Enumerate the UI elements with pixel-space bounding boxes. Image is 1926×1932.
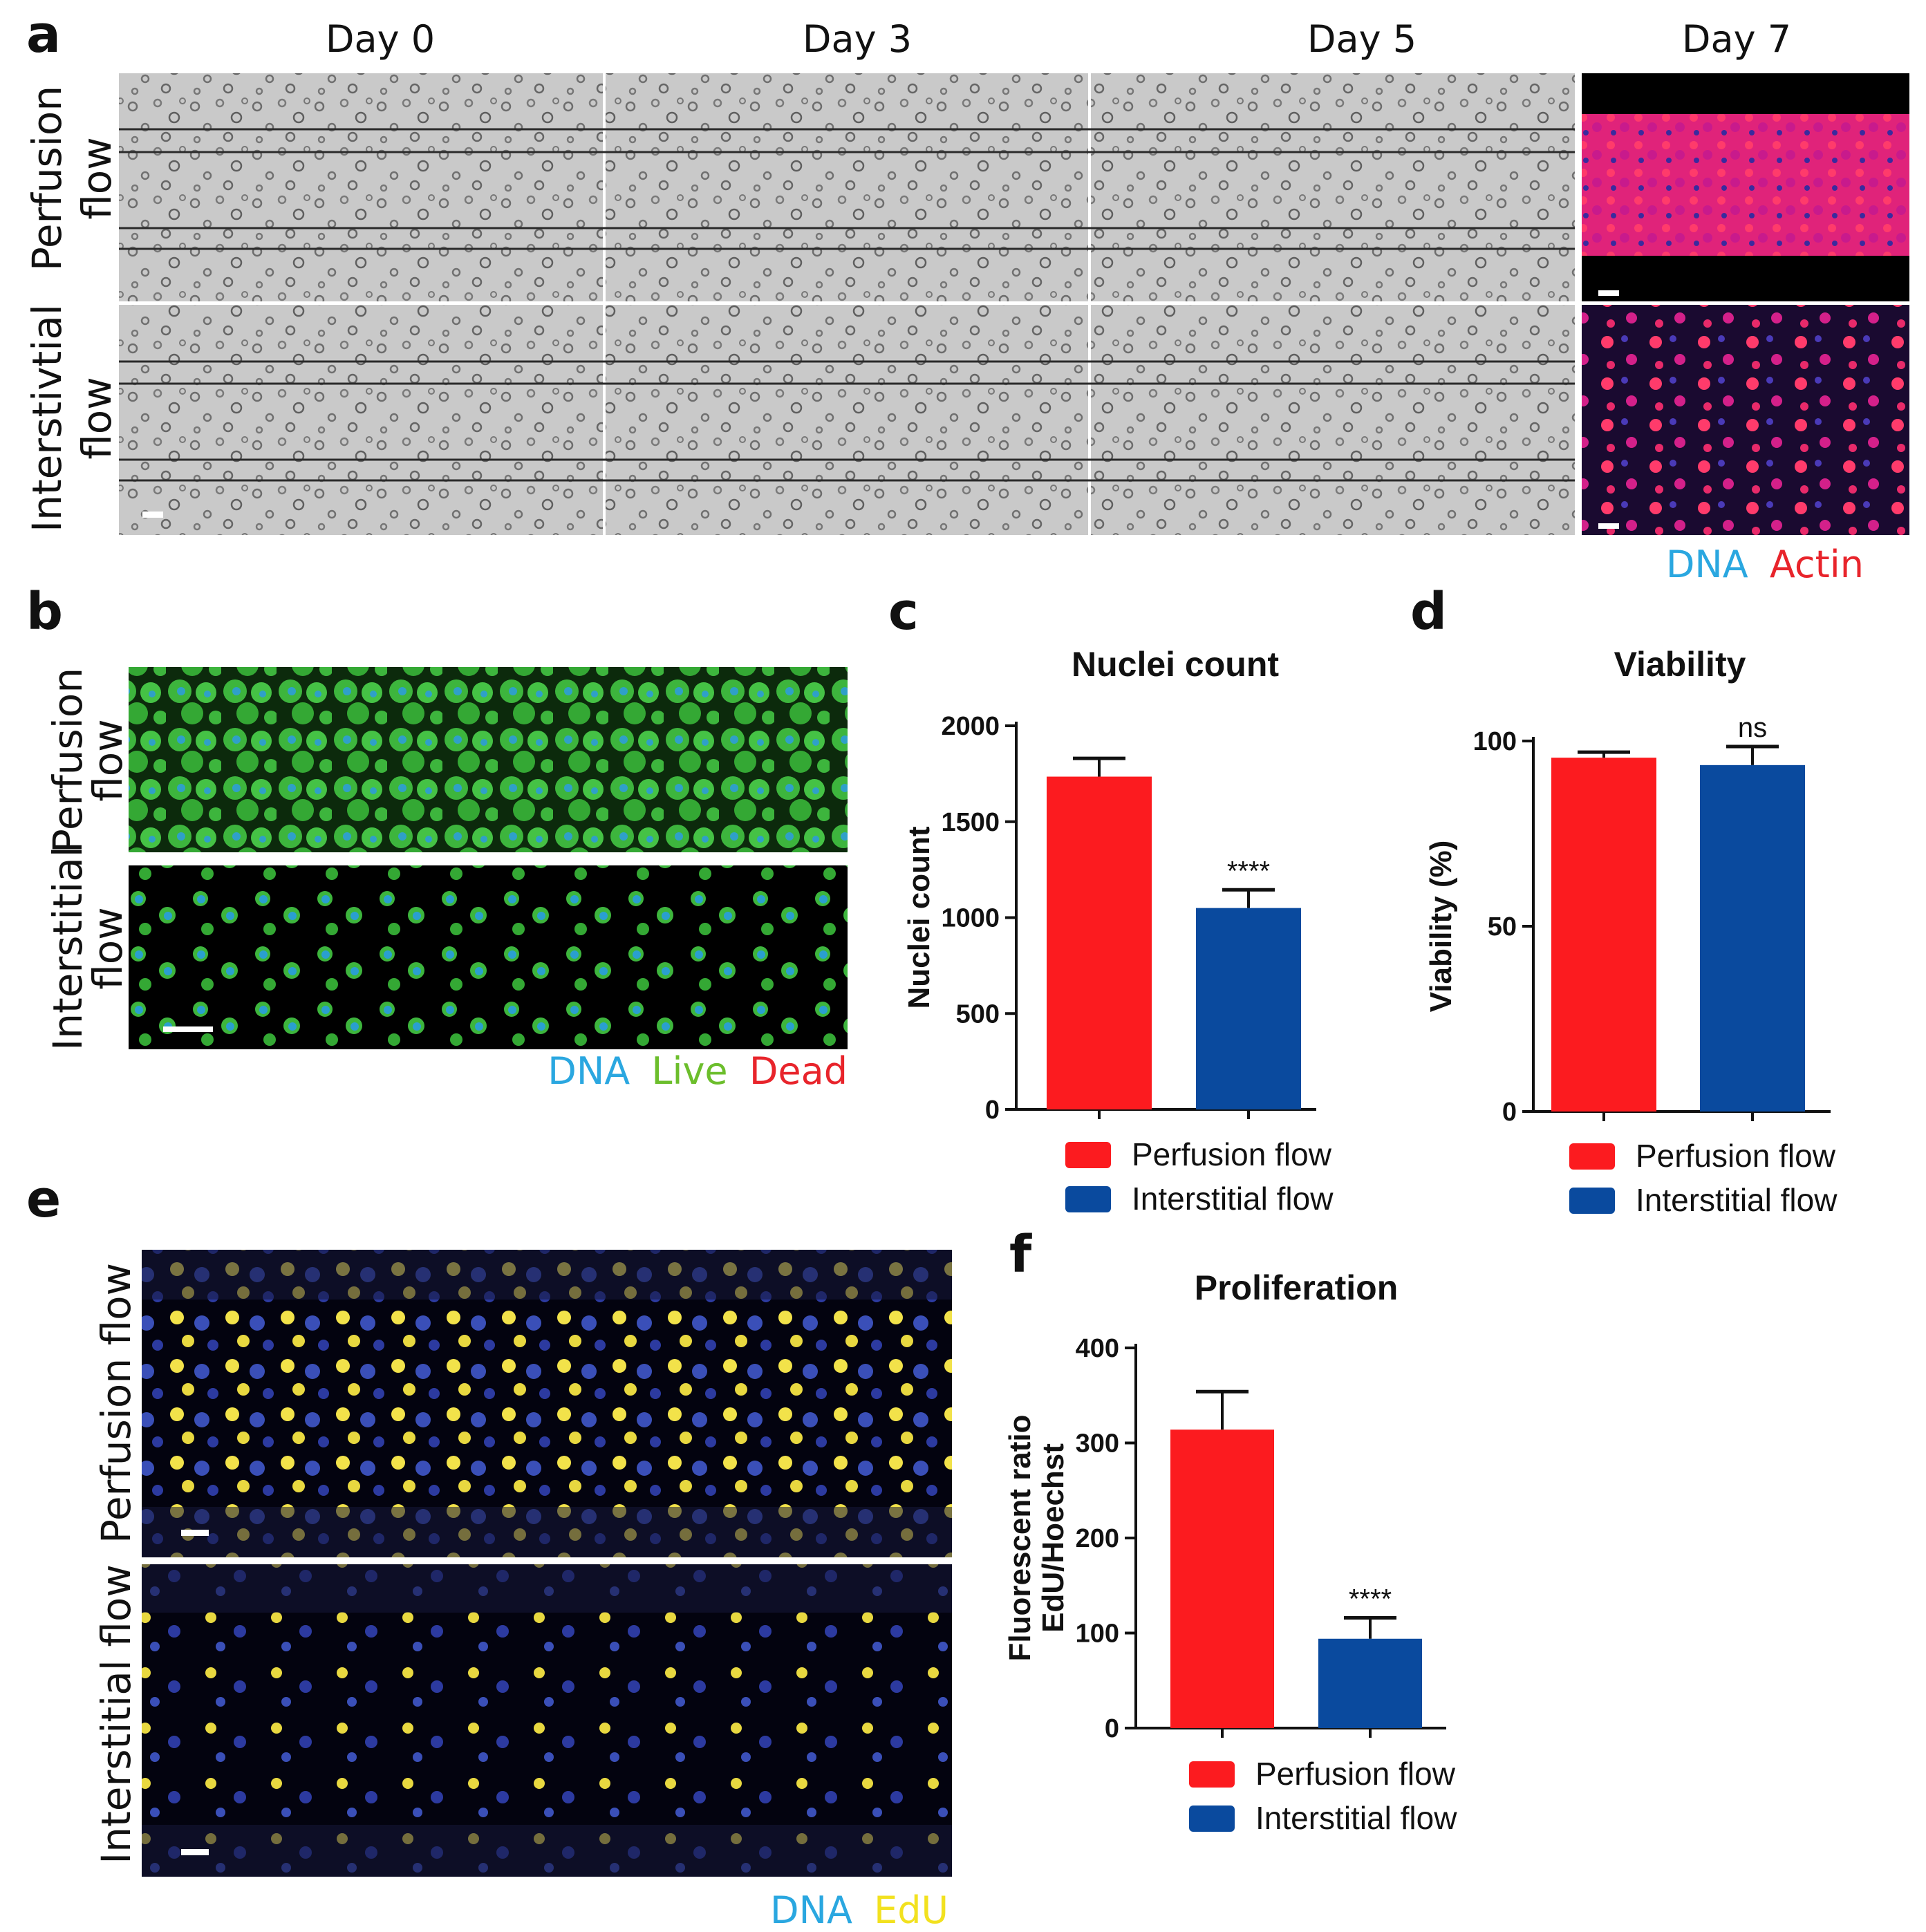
micrograph-edu-perfusion xyxy=(142,1250,952,1557)
chart-f-legend-label: Perfusion flow xyxy=(1255,1756,1456,1792)
chart-proliferation: Proliferation Fluorescent ratio EdU/Hoechs… xyxy=(1003,1268,1457,1836)
legend-b: DNA Live Dead xyxy=(548,1049,848,1093)
chart-d-bar-interstitial xyxy=(1700,765,1805,1112)
chart-f-legend-swatch xyxy=(1189,1806,1235,1832)
chart-f-ytick-label: 200 xyxy=(1076,1524,1119,1553)
chart-c-ytick-label: 1500 xyxy=(941,808,1000,837)
legend-e: DNA EdU xyxy=(770,1888,948,1932)
chart-c-title: Nuclei count xyxy=(1072,645,1279,684)
micrograph-perfusion-day0 xyxy=(119,73,603,301)
chart-f-legend-swatch xyxy=(1189,1761,1235,1788)
chart-f-ylabel-line: Fluorescent ratio xyxy=(1003,1415,1037,1662)
column-title-day3: Day 3 xyxy=(803,17,912,61)
chart-c-significance-label: **** xyxy=(1227,856,1270,886)
panel-label-d: d xyxy=(1410,582,1447,641)
scale-bar-e-bottom xyxy=(181,1849,209,1855)
scale-bar-b xyxy=(163,1026,213,1032)
chart-c-legend-label: Perfusion flow xyxy=(1132,1136,1332,1172)
micrograph-perfusion-day5 xyxy=(1091,73,1575,301)
chart-f-significance-label: **** xyxy=(1349,1584,1392,1615)
svg-text:Perfusion: Perfusion xyxy=(44,668,91,853)
chart-d-title: Viability xyxy=(1614,645,1746,684)
row-label-b-interstitial: Interstitial flow xyxy=(44,846,131,1051)
chart-d-significance-label: ns xyxy=(1738,713,1767,743)
micrograph-interstitial-day7 xyxy=(1582,305,1909,535)
row-label-a-interstitial: Interstivtial flow xyxy=(24,304,120,532)
svg-text:Interstitial: Interstitial xyxy=(44,846,91,1051)
chart-d-ytick-label: 50 xyxy=(1488,912,1517,941)
micrograph-interstitial-day3 xyxy=(606,305,1088,535)
svg-text:flow: flow xyxy=(84,907,131,989)
micrograph-edu-interstitial xyxy=(142,1564,952,1877)
chart-c-ylabel: Nuclei count xyxy=(902,826,936,1009)
chart-f-ytick-label: 0 xyxy=(1105,1714,1119,1743)
chart-f-bar-interstitial xyxy=(1318,1638,1422,1728)
legend-a: DNA Actin xyxy=(1666,543,1864,586)
chart-d-bar-perfusion xyxy=(1551,758,1656,1112)
panel-label-f: f xyxy=(1009,1225,1032,1284)
chart-viability: Viability Viability (%) 0 50 100 ns Perfusion … xyxy=(1424,645,1838,1218)
panel-label-e: e xyxy=(26,1170,61,1229)
chart-c-ytick-label: 1000 xyxy=(941,904,1000,933)
chart-d-ytick-label: 0 xyxy=(1502,1098,1517,1127)
micrograph-interstitial-day5 xyxy=(1091,305,1575,535)
chart-f-title: Proliferation xyxy=(1195,1268,1398,1307)
chart-nuclei-count: Nuclei count Nuclei count 0 500 1000 1500 2000… xyxy=(902,645,1334,1217)
brightfield-grid xyxy=(119,73,1575,535)
row-label-b-perfusion: Perfusion flow xyxy=(44,668,131,853)
chart-f-ylabel: Fluorescent ratio EdU/Hoechst xyxy=(1003,1415,1070,1662)
row-label-e-interstitial: Interstitial flow xyxy=(93,1564,140,1864)
chart-d-legend-swatch xyxy=(1569,1188,1615,1214)
svg-text:Perfusion flow: Perfusion flow xyxy=(93,1263,140,1544)
column-title-day0: Day 0 xyxy=(326,17,435,61)
chart-d-ylabel: Viability (%) xyxy=(1424,841,1458,1013)
row-label-e-perfusion: Perfusion flow xyxy=(93,1263,140,1544)
scale-bar-a-day7-bottom xyxy=(1598,523,1619,529)
chart-c-ytick-label: 0 xyxy=(985,1096,1000,1125)
chart-f-legend-label: Interstitial flow xyxy=(1255,1800,1457,1836)
chart-c-ytick-label: 2000 xyxy=(941,712,1000,741)
chart-c-legend-label: Interstitial flow xyxy=(1132,1181,1334,1217)
panel-label-a: a xyxy=(26,5,61,64)
column-title-day5: Day 5 xyxy=(1307,17,1417,61)
row-label-a-perfusion: Perfusion flow xyxy=(24,86,120,271)
svg-text:Interstitial flow: Interstitial flow xyxy=(93,1564,140,1864)
chart-f-ylabel-line: EdU/Hoechst xyxy=(1036,1443,1070,1633)
micrograph-perfusion-day3 xyxy=(606,73,1088,301)
column-title-day7: Day 7 xyxy=(1682,17,1791,61)
chart-d-ylabel-line: Viability (%) xyxy=(1424,841,1458,1013)
chart-f-ytick-label: 100 xyxy=(1076,1620,1119,1649)
svg-text:flow: flow xyxy=(84,719,131,801)
svg-text:Perfusion: Perfusion xyxy=(24,86,71,271)
micrograph-live-dead-interstitial xyxy=(129,865,848,1049)
chart-f-ytick-label: 400 xyxy=(1076,1334,1119,1363)
chart-c-legend-swatch xyxy=(1065,1186,1111,1212)
chart-c-ylabel-line: Nuclei count xyxy=(902,826,936,1009)
panel-label-c: c xyxy=(888,582,919,641)
micrograph-live-dead-perfusion xyxy=(129,667,848,852)
chart-f-bar-perfusion xyxy=(1170,1429,1274,1728)
chart-d-legend-label: Perfusion flow xyxy=(1636,1138,1836,1174)
chart-f-ytick-label: 300 xyxy=(1076,1429,1119,1459)
chart-d-legend-label: Interstitial flow xyxy=(1636,1182,1838,1218)
scale-bar-a-day7-top xyxy=(1598,290,1619,296)
micrograph-interstitial-day0 xyxy=(119,305,603,535)
svg-text:flow: flow xyxy=(73,137,120,219)
scale-bar-a xyxy=(142,512,163,518)
panel-label-b: b xyxy=(26,582,63,641)
scale-bar-e-top xyxy=(181,1530,209,1536)
chart-c-legend-swatch xyxy=(1065,1142,1111,1168)
svg-text:flow: flow xyxy=(73,377,120,459)
svg-text:Interstivtial: Interstivtial xyxy=(24,304,71,532)
chart-c-bar-interstitial xyxy=(1196,908,1301,1109)
chart-d-legend-swatch xyxy=(1569,1143,1615,1170)
chart-d-ytick-label: 100 xyxy=(1473,727,1517,756)
chart-c-bar-perfusion xyxy=(1047,776,1152,1109)
chart-c-ytick-label: 500 xyxy=(956,1000,1000,1029)
